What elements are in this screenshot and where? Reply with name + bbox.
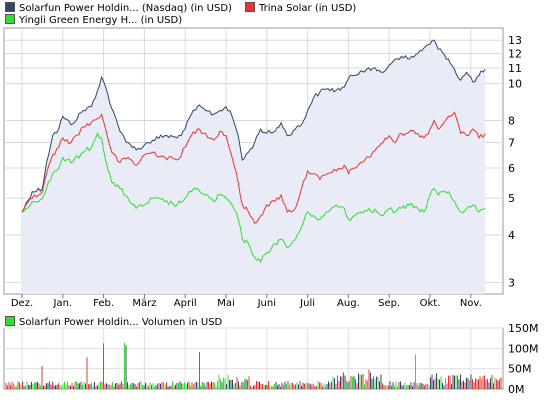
legend-label-yingli: Yingli Green Energy H... (in USD) xyxy=(19,15,183,26)
price-x-tick-label: Juli xyxy=(299,298,315,309)
price-y-tick-label: 12 xyxy=(508,47,522,60)
volume-y-tick-label: 100M xyxy=(508,342,539,355)
legend-item-solarfun: Solarfun Power Holdin... (Nasdaq) (in US… xyxy=(5,2,232,15)
trina-price-line xyxy=(21,111,486,224)
price-x-tick-label: Dez. xyxy=(11,298,33,309)
legend-label-solarfun: Solarfun Power Holdin... (Nasdaq) (in US… xyxy=(19,3,232,14)
legend-item-volume: Solarfun Power Holdin... Volumen in USD xyxy=(5,316,222,329)
price-y-tick-label: 11 xyxy=(508,62,522,75)
legend-swatch-yingli xyxy=(5,14,15,24)
price-x-tick-label: Feb. xyxy=(93,298,114,309)
price-x-tick-label: März xyxy=(132,298,156,309)
price-y-tick-label: 3 xyxy=(508,277,515,290)
legend-item-yingli: Yingli Green Energy H... (in USD) xyxy=(5,14,182,27)
price-y-tick-label: 8 xyxy=(508,114,515,127)
legend-swatch-solarfun xyxy=(5,2,15,12)
price-x-tick-label: Okt. xyxy=(420,298,441,309)
price-y-tick-label: 13 xyxy=(508,34,522,47)
solarfun-price-line xyxy=(21,39,486,213)
price-x-tick-label: April xyxy=(174,298,197,309)
legend-item-trina: Trina Solar (in USD) xyxy=(245,2,356,15)
price-x-tick-label: Aug. xyxy=(337,298,360,309)
solarfun-area-fill xyxy=(22,40,486,295)
legend-label-volume: Solarfun Power Holdin... Volumen in USD xyxy=(19,317,223,328)
price-y-tick-label: 10 xyxy=(508,78,522,91)
volume-y-tick-label: 150M xyxy=(508,322,539,335)
price-y-tick-label: 7 xyxy=(508,137,515,150)
price-y-tick-label: 4 xyxy=(508,229,515,242)
volume-y-tick-label: 0M xyxy=(508,383,525,396)
price-x-tick-label: Juni xyxy=(257,298,276,309)
price-x-tick-label: Nov. xyxy=(460,298,482,309)
price-y-tick-label: 5 xyxy=(508,192,515,205)
volume-plot-frame xyxy=(3,327,504,390)
volume-y-tick-label: 50M xyxy=(508,363,532,376)
price-x-tick-label: Sep. xyxy=(378,298,400,309)
yingli-price-line xyxy=(21,132,486,263)
price-x-tick-label: Jan. xyxy=(53,298,73,309)
legend-label-trina: Trina Solar (in USD) xyxy=(259,3,357,14)
price-x-tick-label: Mai xyxy=(217,298,235,309)
legend-swatch-volume xyxy=(5,316,15,326)
legend-swatch-trina xyxy=(245,2,255,12)
price-y-tick-label: 6 xyxy=(508,162,515,175)
